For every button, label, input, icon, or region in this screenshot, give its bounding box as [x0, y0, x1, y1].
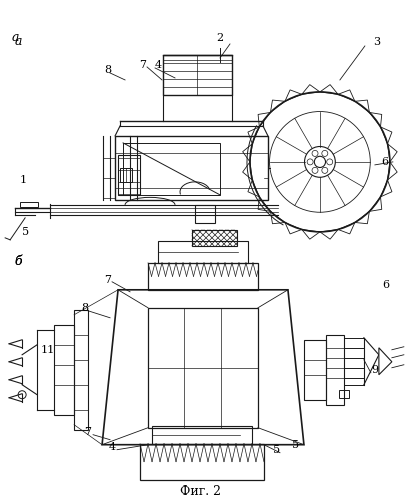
Bar [140, 444, 263, 480]
Text: 8: 8 [104, 65, 111, 75]
Text: 4: 4 [154, 60, 161, 70]
Polygon shape [379, 127, 391, 144]
Bar [115, 136, 267, 200]
Polygon shape [369, 197, 381, 212]
Polygon shape [354, 100, 369, 112]
Bar [151, 426, 252, 444]
Bar [303, 340, 325, 400]
Text: 4: 4 [108, 442, 115, 452]
Text: Фиг. 2: Фиг. 2 [179, 485, 220, 498]
Bar [54, 325, 74, 414]
Polygon shape [379, 180, 391, 197]
Bar [338, 390, 348, 398]
Bar [325, 335, 343, 404]
Text: 5: 5 [21, 227, 29, 237]
Text: 5: 5 [292, 440, 299, 450]
Bar [163, 55, 231, 95]
Polygon shape [337, 90, 354, 102]
Text: 7: 7 [139, 60, 146, 70]
Text: 6: 6 [380, 157, 388, 167]
Bar [74, 310, 88, 430]
Text: 5: 5 [273, 444, 280, 454]
Text: а: а [11, 32, 19, 44]
Polygon shape [258, 197, 270, 212]
Polygon shape [284, 90, 301, 102]
Bar [120, 168, 132, 182]
Text: 2: 2 [216, 33, 223, 43]
Bar [148, 263, 257, 290]
Bar [192, 230, 237, 246]
Bar [194, 205, 215, 223]
Text: 3: 3 [373, 37, 379, 47]
Polygon shape [386, 144, 396, 162]
Text: 7: 7 [84, 426, 92, 436]
Polygon shape [319, 230, 337, 239]
Text: 1: 1 [19, 175, 27, 185]
Polygon shape [369, 112, 381, 127]
Text: 11: 11 [41, 345, 55, 355]
Polygon shape [247, 127, 259, 144]
Bar [123, 143, 220, 195]
Bar [148, 308, 257, 428]
Text: 7: 7 [104, 275, 111, 285]
Polygon shape [242, 162, 252, 180]
Text: а: а [14, 36, 22, 49]
Polygon shape [242, 144, 252, 162]
Polygon shape [247, 180, 259, 197]
Polygon shape [301, 84, 319, 94]
Polygon shape [284, 222, 301, 234]
Bar [118, 155, 140, 195]
Polygon shape [270, 100, 284, 112]
Polygon shape [258, 112, 270, 127]
Text: 6: 6 [382, 280, 388, 290]
Text: 9: 9 [371, 364, 377, 374]
Text: 8: 8 [81, 303, 88, 313]
Polygon shape [386, 162, 396, 180]
Polygon shape [378, 348, 391, 374]
Polygon shape [301, 230, 319, 239]
Polygon shape [337, 222, 354, 234]
Bar [20, 202, 38, 207]
Polygon shape [270, 212, 284, 224]
Polygon shape [319, 84, 337, 94]
Circle shape [313, 156, 325, 168]
Polygon shape [354, 212, 369, 224]
Bar [158, 241, 247, 263]
Text: б: б [14, 256, 22, 268]
Text: б: б [14, 256, 22, 268]
